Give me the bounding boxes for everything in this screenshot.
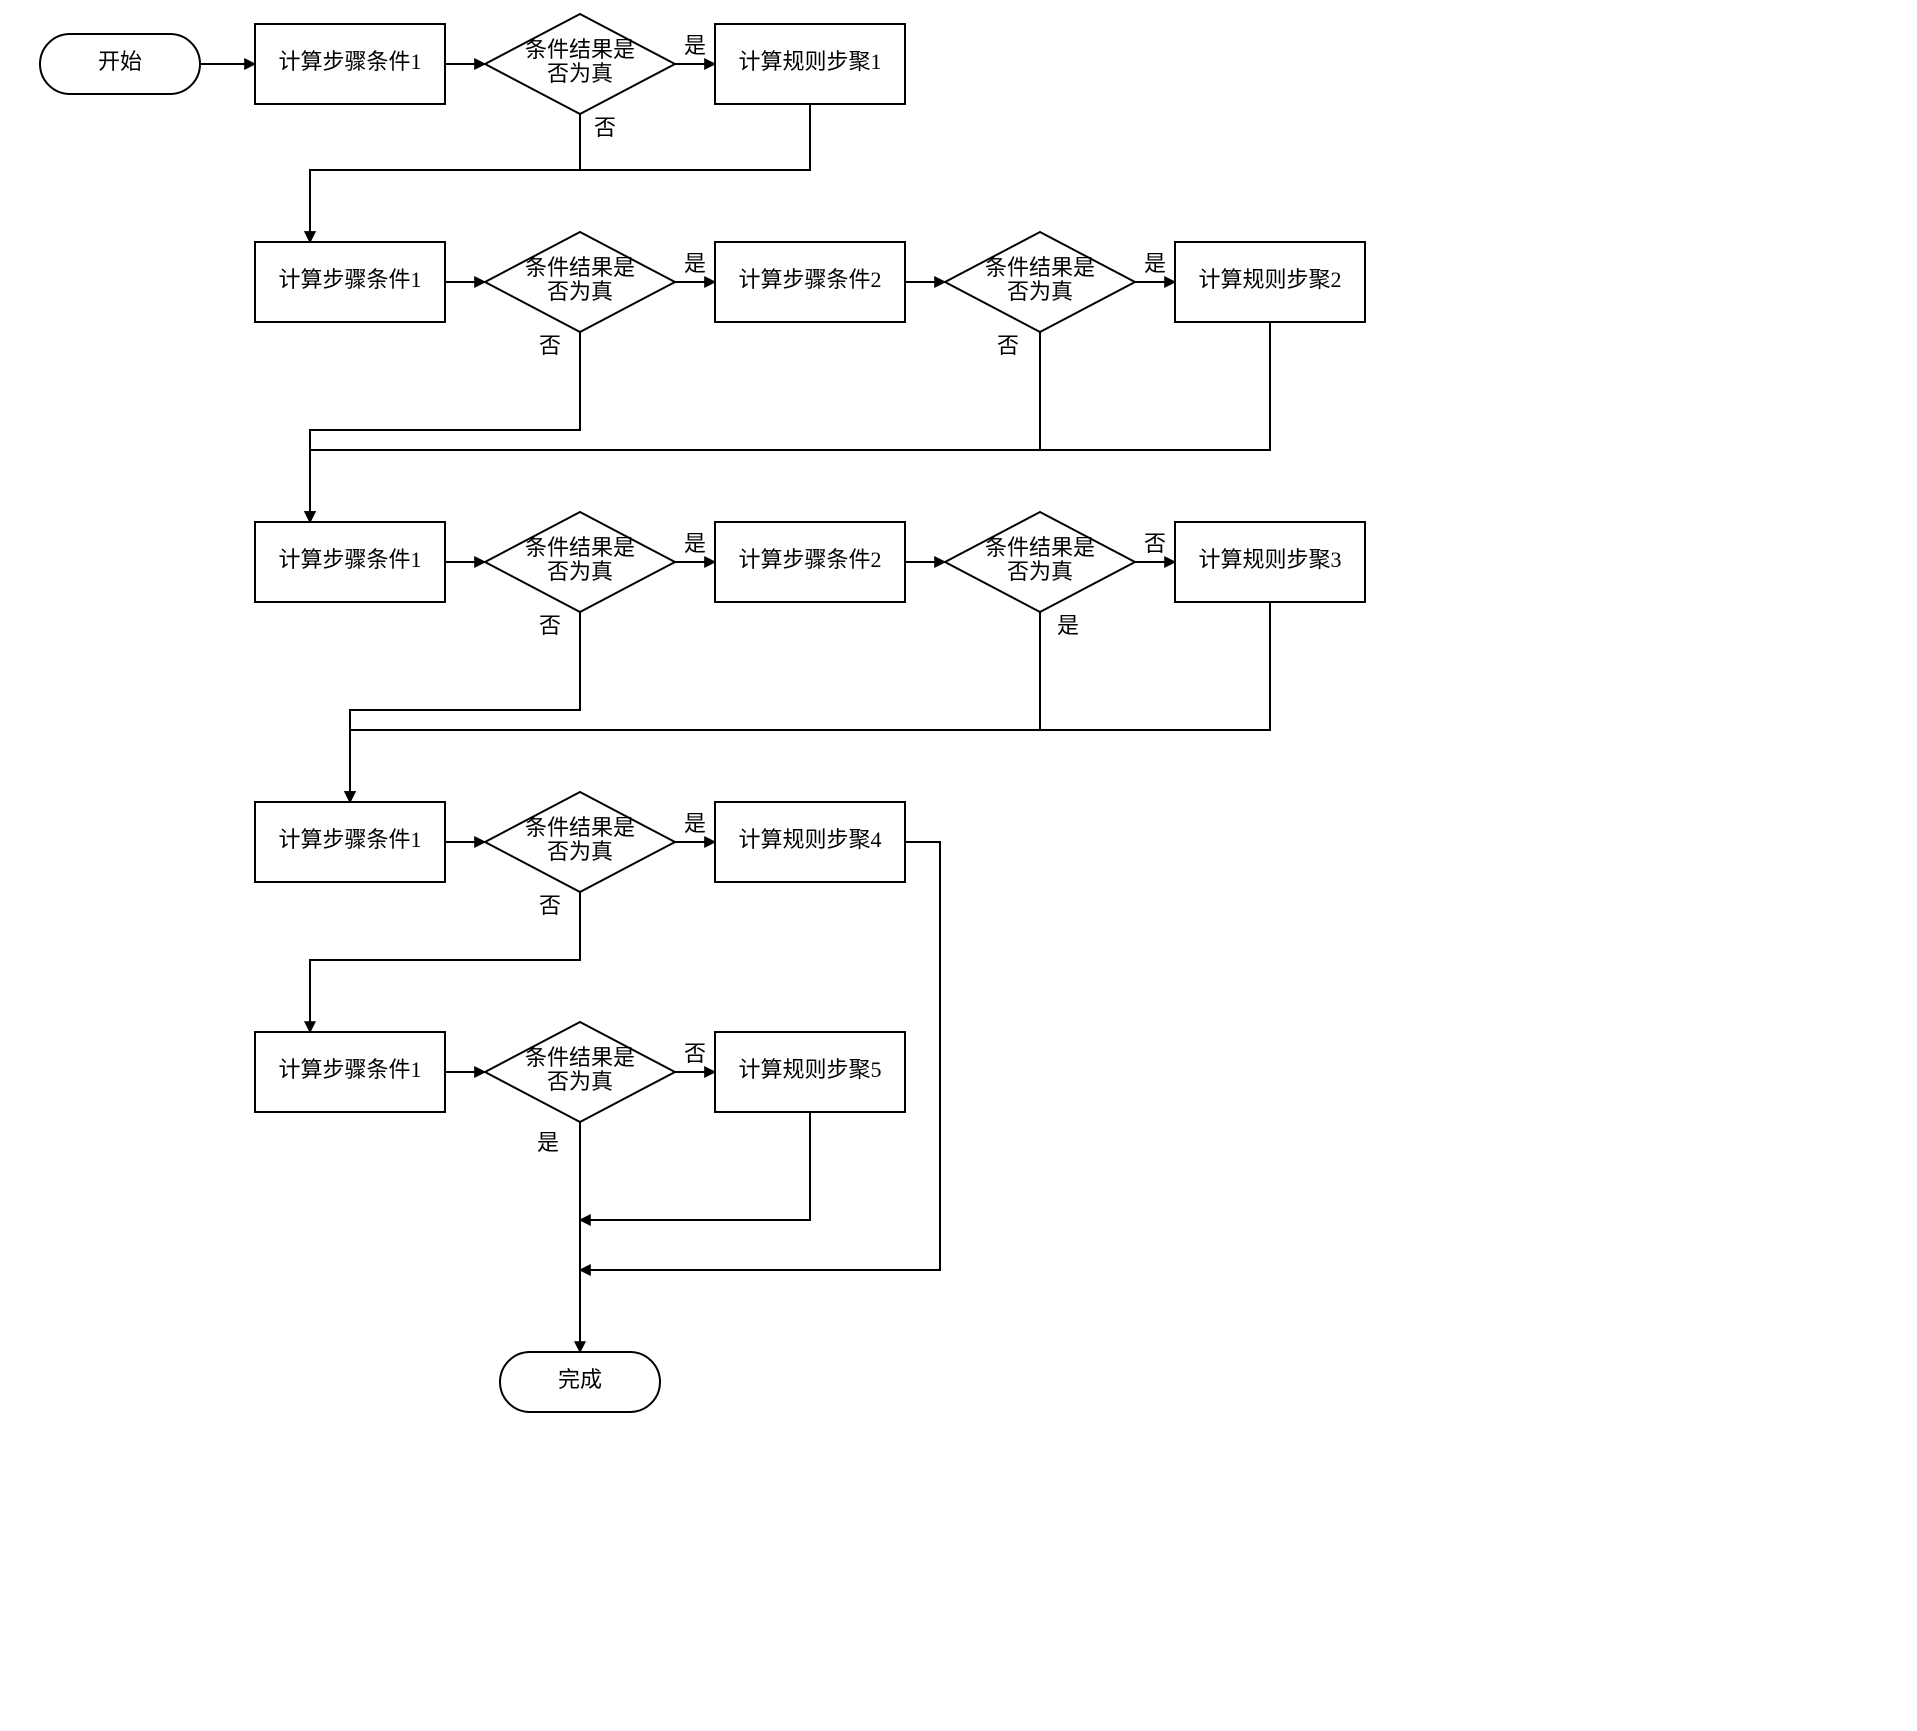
node-d5: 条件结果是否为真: [485, 1022, 675, 1122]
node-label-d2a: 否为真: [547, 279, 613, 304]
edges-layer: 是否是是否否是否否是是否否是: [200, 33, 1270, 1352]
node-r2: 计算规则步聚2: [1175, 242, 1365, 322]
node-label-p4: 计算步骤条件1: [278, 827, 421, 852]
node-label-p1: 计算步骤条件1: [278, 49, 421, 74]
node-r4: 计算规则步聚4: [715, 802, 905, 882]
node-p2b: 计算步骤条件2: [715, 242, 905, 322]
edge-label-d3b-r3: 否: [1144, 531, 1166, 556]
node-p4: 计算步骤条件1: [255, 802, 445, 882]
edge-label-d4-p5: 否: [539, 893, 561, 918]
edge-label-d2a-p2b: 是: [684, 251, 706, 276]
edge-r3-p4: [350, 602, 1270, 802]
nodes-layer: 开始计算步骤条件1条件结果是否为真计算规则步聚1计算步骤条件1条件结果是否为真计…: [40, 14, 1365, 1412]
edge-label-d2b-r2: 是: [1144, 251, 1166, 276]
edge-label-d3a-p3b: 是: [684, 531, 706, 556]
node-r3: 计算规则步聚3: [1175, 522, 1365, 602]
edge-r5-done: [580, 1112, 810, 1220]
node-r1: 计算规则步聚1: [715, 24, 905, 104]
node-p1: 计算步骤条件1: [255, 24, 445, 104]
node-label-d2b: 条件结果是: [985, 255, 1095, 280]
node-label-d4: 条件结果是: [525, 815, 635, 840]
node-p2a: 计算步骤条件1: [255, 242, 445, 322]
node-d2b: 条件结果是否为真: [945, 232, 1135, 332]
edge-d3b-p4: [350, 612, 1040, 802]
node-label-r5: 计算规则步聚5: [738, 1057, 881, 1082]
node-start: 开始: [40, 34, 200, 94]
node-label-d3b: 否为真: [1007, 559, 1073, 584]
edge-label-d3b-p4: 是: [1057, 613, 1079, 638]
edge-label-d5-done: 是: [537, 1130, 559, 1155]
node-label-d5: 条件结果是: [525, 1045, 635, 1070]
edge-d1-p2a: [310, 114, 580, 242]
edge-r2-p3a: [310, 322, 1270, 522]
edge-label-d2a-p3a: 否: [539, 333, 561, 358]
node-label-p2a: 计算步骤条件1: [278, 267, 421, 292]
node-label-done: 完成: [558, 1367, 602, 1392]
node-label-p2b: 计算步骤条件2: [738, 267, 881, 292]
node-label-d3a: 条件结果是: [525, 535, 635, 560]
node-d4: 条件结果是否为真: [485, 792, 675, 892]
edge-label-d1-r1: 是: [684, 33, 706, 58]
node-label-d2a: 条件结果是: [525, 255, 635, 280]
node-label-p3a: 计算步骤条件1: [278, 547, 421, 572]
node-label-r2: 计算规则步聚2: [1198, 267, 1341, 292]
edge-d3a-p4: [350, 612, 580, 802]
node-d3b: 条件结果是否为真: [945, 512, 1135, 612]
node-label-d1: 否为真: [547, 61, 613, 86]
node-d2a: 条件结果是否为真: [485, 232, 675, 332]
node-label-d2b: 否为真: [1007, 279, 1073, 304]
node-p3b: 计算步骤条件2: [715, 522, 905, 602]
edge-label-d3a-p4: 否: [539, 613, 561, 638]
edge-label-d4-r4: 是: [684, 811, 706, 836]
edge-label-d2b-p3a: 否: [997, 333, 1019, 358]
node-label-d4: 否为真: [547, 839, 613, 864]
edge-label-d5-r5: 否: [684, 1041, 706, 1066]
node-label-d5: 否为真: [547, 1069, 613, 1094]
node-done: 完成: [500, 1352, 660, 1412]
node-label-p5: 计算步骤条件1: [278, 1057, 421, 1082]
edge-d2a-p3a: [310, 332, 580, 522]
node-d3a: 条件结果是否为真: [485, 512, 675, 612]
node-d1: 条件结果是否为真: [485, 14, 675, 114]
node-label-d3a: 否为真: [547, 559, 613, 584]
node-label-r1: 计算规则步聚1: [738, 49, 881, 74]
node-label-p3b: 计算步骤条件2: [738, 547, 881, 572]
flowchart-canvas: 是否是是否否是否否是是否否是开始计算步骤条件1条件结果是否为真计算规则步聚1计算…: [0, 0, 1917, 1731]
node-p3a: 计算步骤条件1: [255, 522, 445, 602]
node-r5: 计算规则步聚5: [715, 1032, 905, 1112]
node-label-r4: 计算规则步聚4: [738, 827, 881, 852]
node-p5: 计算步骤条件1: [255, 1032, 445, 1112]
edge-d2b-p3a: [310, 332, 1040, 522]
node-label-d1: 条件结果是: [525, 37, 635, 62]
node-label-d3b: 条件结果是: [985, 535, 1095, 560]
node-label-start: 开始: [98, 49, 142, 74]
edge-label-d1-p2a: 否: [594, 115, 616, 140]
edge-r1-p2a: [310, 104, 810, 242]
node-label-r3: 计算规则步聚3: [1198, 547, 1341, 572]
